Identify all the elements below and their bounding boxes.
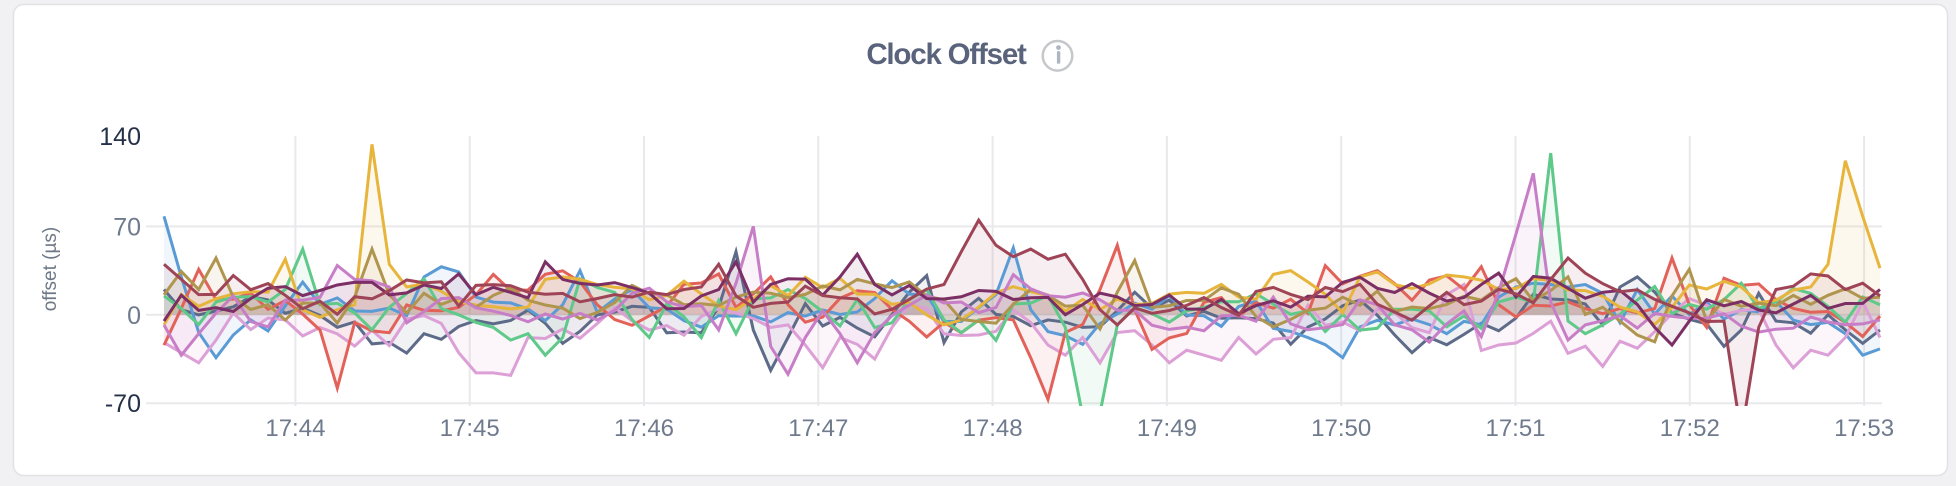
svg-text:17:47: 17:47	[788, 415, 848, 442]
svg-text:offset (µs): offset (µs)	[40, 227, 61, 312]
svg-text:17:53: 17:53	[1834, 415, 1894, 442]
svg-text:70: 70	[113, 213, 141, 241]
svg-text:17:49: 17:49	[1137, 415, 1197, 442]
svg-text:17:44: 17:44	[265, 415, 325, 442]
svg-text:0: 0	[127, 302, 141, 330]
svg-text:17:45: 17:45	[440, 415, 500, 442]
svg-text:17:46: 17:46	[614, 415, 674, 442]
svg-text:17:52: 17:52	[1660, 415, 1720, 442]
svg-text:140: 140	[99, 123, 141, 151]
svg-text:17:48: 17:48	[963, 415, 1023, 442]
svg-text:-70: -70	[105, 390, 141, 418]
svg-text:Clock Offset: Clock Offset	[866, 38, 1027, 71]
svg-text:17:50: 17:50	[1311, 415, 1371, 442]
svg-text:17:51: 17:51	[1485, 415, 1545, 442]
